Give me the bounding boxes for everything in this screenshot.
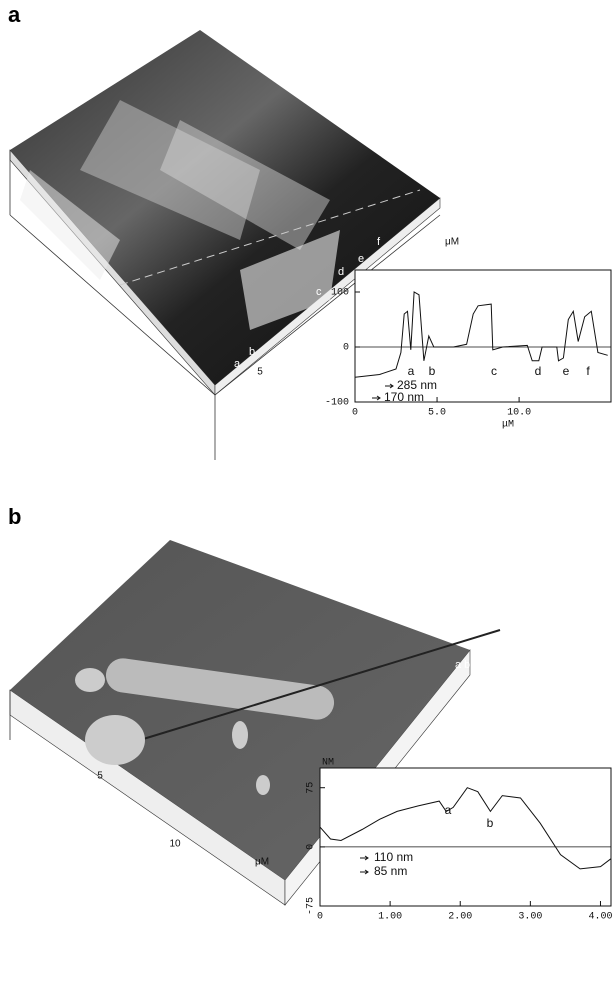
y-tick-label: -100 xyxy=(325,398,349,409)
image-label: d xyxy=(338,266,344,278)
image-axis-label: 10 xyxy=(169,839,181,850)
x-tick-label: 4.00 xyxy=(588,912,612,923)
x-tick-label: 3.00 xyxy=(518,912,542,923)
dimension-label: 110 nm xyxy=(374,850,413,864)
x-tick-label: 10.0 xyxy=(507,408,531,419)
profile-annotation: e xyxy=(563,364,570,378)
image-label: c xyxy=(316,286,322,298)
x-axis-label: μM xyxy=(502,420,514,431)
x-tick-label: 0 xyxy=(352,408,358,419)
y-tick-label: 0 xyxy=(306,844,317,850)
plot-frame xyxy=(320,768,611,906)
image-axis-label: 5 xyxy=(257,367,263,378)
image-label: b xyxy=(249,346,255,358)
profile-annotation: d xyxy=(535,364,542,378)
y-tick-label: 75 xyxy=(306,782,317,794)
image-axis-label: μM xyxy=(255,857,269,868)
x-tick-label: 1.00 xyxy=(378,912,402,923)
profile-annotation: a xyxy=(408,364,415,378)
panel-label: b xyxy=(8,504,21,529)
panel-label: a xyxy=(8,2,21,27)
profile-annotation: b xyxy=(429,364,436,378)
y-tick-label: -75 xyxy=(306,897,317,915)
image-label: a b xyxy=(455,659,470,671)
profile-annotation: b xyxy=(487,816,494,830)
x-tick-label: 0 xyxy=(317,912,323,923)
y-axis-label: NM xyxy=(322,758,334,769)
profile-annotation: a xyxy=(445,803,452,817)
plot-frame xyxy=(355,270,611,402)
dimension-label: 170 nm xyxy=(384,390,424,404)
profile-annotation: c xyxy=(491,364,497,378)
x-tick-label: 5.0 xyxy=(428,408,446,419)
image-axis-label: 5 xyxy=(97,771,103,782)
dimension-label: 85 nm xyxy=(374,864,407,878)
image-label: a xyxy=(234,358,241,370)
y-tick-label: 100 xyxy=(331,288,349,299)
y-tick-label: 0 xyxy=(343,343,349,354)
figure: a b abcdefμM5a b510μM-100010005.010.0μMa… xyxy=(0,0,612,999)
x-tick-label: 2.00 xyxy=(448,912,472,923)
image-label: e xyxy=(358,253,364,265)
image-axis-label: μM xyxy=(445,237,459,248)
